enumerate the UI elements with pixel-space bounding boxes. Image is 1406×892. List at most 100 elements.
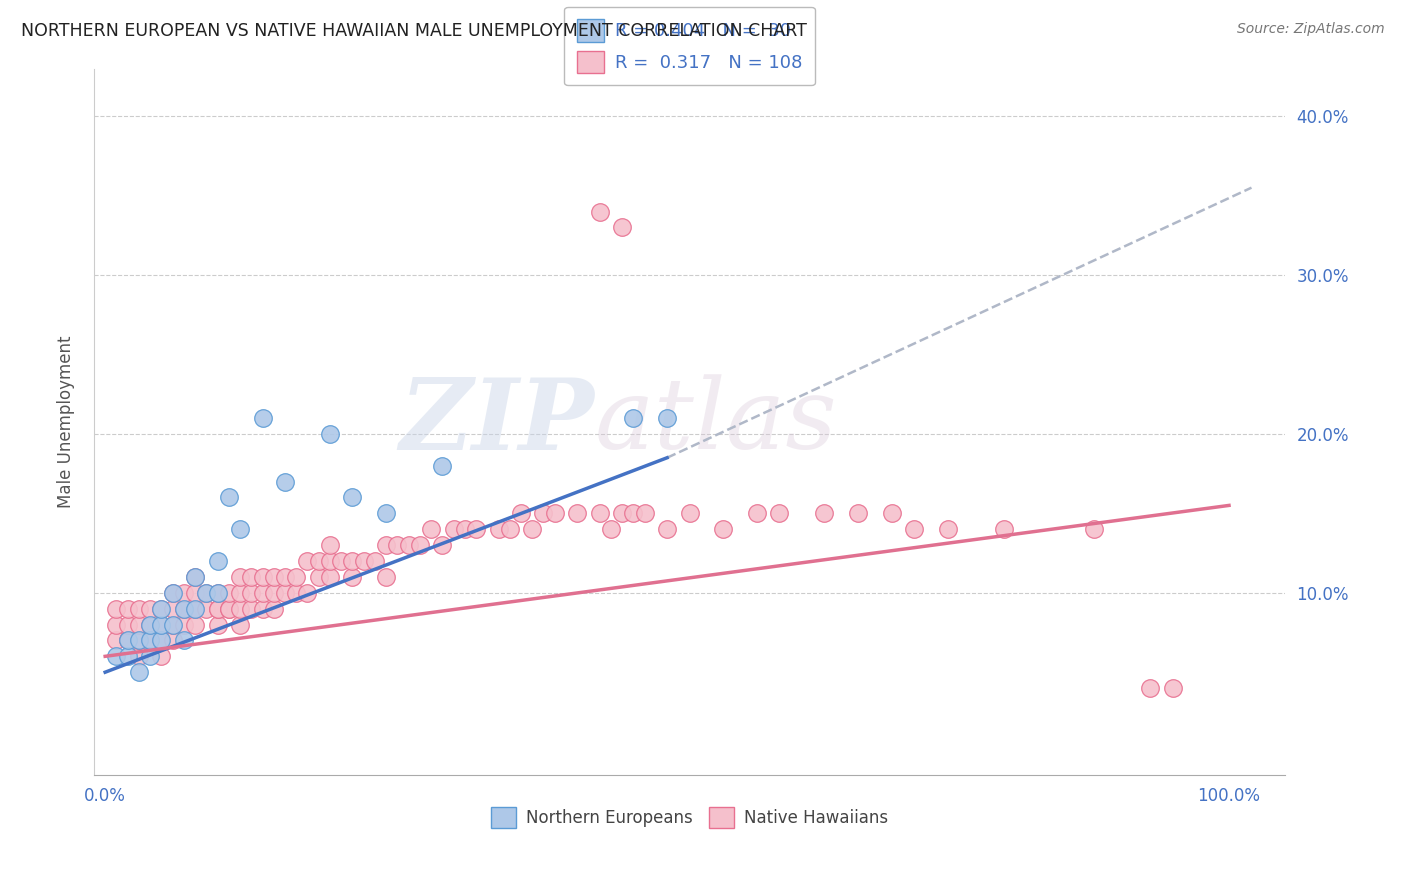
Point <box>319 538 342 552</box>
Point <box>678 507 700 521</box>
Point <box>150 601 173 615</box>
Point <box>105 633 128 648</box>
Point <box>330 554 353 568</box>
Point <box>420 522 443 536</box>
Point <box>589 204 612 219</box>
Point <box>162 586 184 600</box>
Point <box>207 586 229 600</box>
Point <box>610 507 633 521</box>
Point <box>387 538 409 552</box>
Point <box>173 601 195 615</box>
Point <box>655 522 678 536</box>
Point <box>207 617 229 632</box>
Point <box>184 601 207 615</box>
Legend: Northern Europeans, Native Hawaiians: Northern Europeans, Native Hawaiians <box>484 801 896 834</box>
Point <box>229 522 252 536</box>
Point <box>240 601 263 615</box>
Point <box>150 633 173 648</box>
Point <box>117 633 139 648</box>
Point <box>162 633 184 648</box>
Point <box>128 665 150 680</box>
Point <box>488 522 510 536</box>
Point <box>207 601 229 615</box>
Point <box>218 491 240 505</box>
Point <box>173 617 195 632</box>
Point <box>621 507 644 521</box>
Point <box>375 538 398 552</box>
Point <box>150 601 173 615</box>
Point <box>195 601 218 615</box>
Point <box>252 570 274 584</box>
Point <box>150 617 173 632</box>
Point <box>218 586 240 600</box>
Point <box>173 586 195 600</box>
Point <box>207 601 229 615</box>
Point <box>655 411 678 425</box>
Point <box>319 570 342 584</box>
Point <box>162 617 184 632</box>
Point <box>252 601 274 615</box>
Point <box>510 507 533 521</box>
Point <box>274 475 297 489</box>
Point <box>184 601 207 615</box>
Point <box>128 617 150 632</box>
Point <box>139 617 162 632</box>
Point <box>274 570 297 584</box>
Point <box>252 586 274 600</box>
Point <box>195 586 218 600</box>
Point <box>105 601 128 615</box>
Point <box>432 458 454 473</box>
Text: Source: ZipAtlas.com: Source: ZipAtlas.com <box>1237 22 1385 37</box>
Point <box>105 649 128 664</box>
Text: ZIP: ZIP <box>399 374 595 470</box>
Point <box>105 617 128 632</box>
Point <box>173 633 195 648</box>
Point <box>768 507 790 521</box>
Text: atlas: atlas <box>595 375 837 470</box>
Point <box>398 538 420 552</box>
Point <box>745 507 768 521</box>
Point <box>162 586 184 600</box>
Point <box>162 601 184 615</box>
Point <box>139 649 162 664</box>
Point <box>599 522 621 536</box>
Point <box>173 601 195 615</box>
Point <box>139 633 162 648</box>
Y-axis label: Male Unemployment: Male Unemployment <box>58 335 75 508</box>
Point <box>218 601 240 615</box>
Point <box>128 633 150 648</box>
Point <box>621 411 644 425</box>
Point <box>207 554 229 568</box>
Point <box>162 617 184 632</box>
Point <box>128 633 150 648</box>
Point <box>342 491 364 505</box>
Point <box>375 570 398 584</box>
Point <box>1083 522 1105 536</box>
Point <box>567 507 589 521</box>
Point <box>139 617 162 632</box>
Point <box>128 633 150 648</box>
Point <box>364 554 387 568</box>
Point <box>533 507 555 521</box>
Point <box>263 570 285 584</box>
Point <box>633 507 655 521</box>
Point <box>150 649 173 664</box>
Point <box>342 570 364 584</box>
Point <box>432 538 454 552</box>
Point <box>880 507 903 521</box>
Point <box>128 649 150 664</box>
Point <box>229 586 252 600</box>
Point <box>846 507 869 521</box>
Point <box>465 522 488 536</box>
Point <box>263 586 285 600</box>
Point <box>285 586 308 600</box>
Point <box>353 554 375 568</box>
Point <box>454 522 477 536</box>
Point <box>139 633 162 648</box>
Text: NORTHERN EUROPEAN VS NATIVE HAWAIIAN MALE UNEMPLOYMENT CORRELATION CHART: NORTHERN EUROPEAN VS NATIVE HAWAIIAN MAL… <box>21 22 807 40</box>
Point <box>443 522 465 536</box>
Point <box>544 507 567 521</box>
Point <box>993 522 1015 536</box>
Point <box>375 507 398 521</box>
Point <box>184 617 207 632</box>
